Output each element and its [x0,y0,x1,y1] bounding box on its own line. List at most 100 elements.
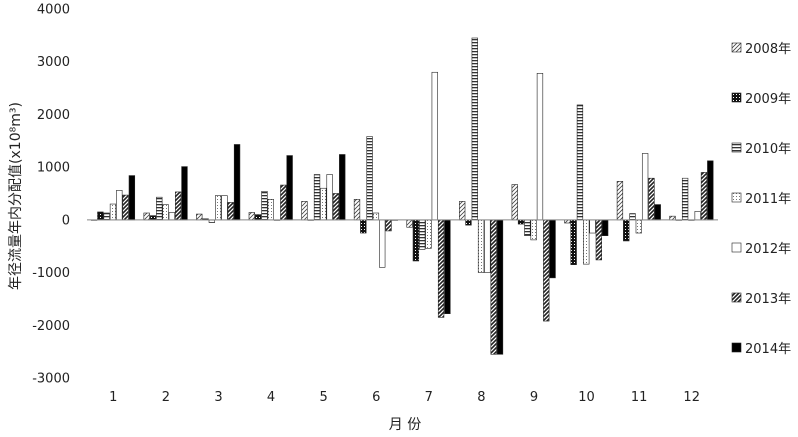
bar-5-2014年 [339,154,346,221]
bar-1-2014年 [128,175,136,221]
legend-label: 2014年 [745,342,791,357]
y-tick-label: 3000 [37,55,70,70]
bar-2-2011年 [162,204,169,221]
y-tick-label: -2000 [32,319,70,334]
legend-swatch [731,342,742,353]
bar-9-2010年 [524,219,531,236]
bar-1-2012年 [116,190,123,221]
x-axis: 1 2 3 4 5 6 7 8 9 10 11 12 [109,390,700,405]
bar-8-2011年 [477,219,485,273]
legend-swatch [731,92,742,103]
x-tick-label: 5 [319,390,327,405]
bar-4-2009年 [254,214,262,221]
bar-9-2014年 [549,219,556,279]
bar-1-2013年 [122,194,129,221]
bar-9-2011年 [530,219,537,241]
bar-1-2009年 [97,211,104,221]
y-tick-label: -3000 [32,372,70,387]
y-tick-label: 2000 [37,108,70,123]
bar-2-2009年 [149,215,157,221]
bar-10-2010年 [576,104,584,221]
bar-6-2009年 [360,219,367,234]
bar-6-2010年 [366,136,373,221]
legend-swatch [731,242,742,253]
bar-6-2008年 [353,199,361,221]
x-tick-label: 8 [477,390,485,405]
y-tick-label: 1000 [37,161,70,176]
bar-8-2009年 [465,219,472,226]
legend-label: 2012年 [745,242,791,257]
bar-3-2014年 [233,144,241,221]
x-tick-label: 2 [162,390,170,405]
legend-label: 2009年 [745,92,791,107]
x-tick-label: 10 [578,390,595,405]
legend: 2008年 2009年 2010年 2011年 2012年 2013年 2014年 [731,42,791,357]
x-tick-label: 9 [530,390,538,405]
bar-5-2008年 [301,201,308,221]
bar-8-2012年 [484,219,491,273]
bar-12-2014年 [707,160,714,221]
bar-2-2010年 [156,196,163,221]
bar-10-2009年 [570,219,577,265]
bar-3-2008年 [196,213,203,221]
x-axis-title: 月 份 [389,417,421,433]
bar-7-2011年 [425,219,432,249]
legend-label: 2008年 [745,42,791,57]
bar-1-2011年 [109,203,117,221]
y-axis-title: 年径流量年内分配值(x10⁸m³) [8,102,24,290]
bar-3-2012年 [221,195,228,221]
y-tick-label: -1000 [32,266,70,281]
bar-11-2008年 [616,181,624,221]
bar-11-2014年 [654,204,661,221]
bars-layer [90,37,714,355]
bar-12-2013年 [700,172,708,221]
x-tick-label: 7 [425,390,433,405]
bar-7-2013年 [437,219,445,318]
x-tick-label: 3 [214,390,222,405]
bar-9-2009年 [517,219,525,225]
bar-7-2010年 [419,219,426,250]
bar-12-2008年 [669,215,676,221]
bar-8-2013年 [490,219,497,355]
bar-11-2010年 [629,213,636,221]
bar-4-2010年 [261,191,268,221]
bar-4-2008年 [248,212,255,221]
bar-11-2009年 [623,219,630,242]
bar-10-2014年 [601,219,609,236]
bar-2-2008年 [143,212,150,221]
bar-1-2010年 [103,212,110,221]
bar-4-2013年 [280,184,287,221]
bar-8-2014年 [496,219,504,355]
legend-swatch [731,292,742,303]
bar-12-2010年 [681,177,689,221]
bar-6-2011年 [372,212,380,221]
bar-9-2008年 [511,184,518,221]
x-tick-label: 1 [109,390,117,405]
bar-2-2014年 [181,166,188,221]
x-tick-label: 4 [267,390,275,405]
bar-11-2013年 [648,177,655,221]
bar-9-2013年 [543,219,550,322]
legend-label: 2010年 [745,142,791,157]
bar-9-2012年 [536,73,544,221]
bar-4-2014年 [286,155,293,221]
bar-12-2012年 [694,211,701,221]
legend-swatch [731,192,742,203]
bar-5-2011年 [320,187,327,221]
bar-5-2013年 [332,193,340,221]
legend-label: 2011年 [745,192,791,207]
x-tick-label: 12 [683,390,700,405]
x-tick-label: 6 [372,390,380,405]
bar-7-2014年 [444,219,451,314]
bar-8-2008年 [459,201,466,221]
bar-2-2013年 [175,191,182,221]
legend-swatch [731,42,742,53]
bar-7-2009年 [412,219,420,262]
bar-4-2011年 [267,199,274,221]
bar-10-2013年 [595,219,602,261]
y-tick-label: 4000 [37,3,70,18]
x-tick-label: 11 [631,390,648,405]
bar-5-2012年 [326,174,333,221]
